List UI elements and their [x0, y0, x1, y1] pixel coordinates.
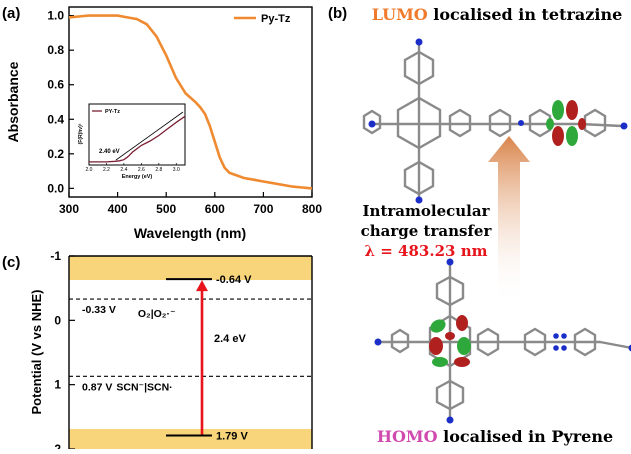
inset-frame — [89, 104, 185, 165]
energy-levels: -0.64 V -0.33 V O₂|O₂·⁻ 0.87 V SCN⁻|SCN· 1.79… — [69, 274, 312, 442]
ict-caption-line1: Intramolecular — [363, 202, 491, 220]
potential-tick-label: 1 — [54, 378, 61, 392]
inset-legend-label: PY-Tz — [105, 109, 120, 115]
inset-x-axis-title: Energy (eV) — [122, 174, 153, 180]
x-tick-label: 700 — [253, 202, 273, 216]
band-edge-label: 1.79 V — [216, 430, 248, 442]
homo-caption: HOMO localised in Pyrene — [377, 427, 613, 446]
inset-x-tick-label: 2.2 — [103, 167, 110, 173]
legend-label: Py-Tz — [261, 13, 291, 25]
molecular-orbital-panel: (b) LUMO localised in tetrazine — [328, 5, 631, 446]
x-tick-label: 800 — [302, 202, 322, 216]
valence-band-region — [69, 429, 312, 449]
potential-tick-label: -1 — [50, 249, 61, 263]
inset-x-tick-label: 2.8 — [155, 167, 162, 173]
y-tick-label: 1.0 — [47, 9, 64, 23]
lumo-caption-rest: localised in tetrazine — [428, 5, 623, 24]
y-tick-label: 0.2 — [47, 147, 64, 161]
excitation-arrow-head — [196, 280, 208, 291]
bandgap-annotation: 2.40 eV — [99, 149, 120, 155]
potential-tick-label: 2 — [54, 442, 61, 449]
redox-couple-label: O₂|O₂·⁻ — [138, 308, 176, 320]
redox-potential-value: 0.87 V — [82, 381, 112, 393]
x-axis-title: Wavelength (nm) — [134, 225, 246, 241]
conduction-band-region — [69, 256, 312, 280]
x-tick-label: 600 — [205, 202, 225, 216]
band-gap-label: 2.4 eV — [214, 333, 246, 345]
x-tick-label: 400 — [108, 202, 128, 216]
y-tick-label: 0.8 — [47, 43, 64, 57]
redox-couple-label: SCN⁻|SCN· — [116, 381, 172, 393]
lumo-highlight: LUMO — [372, 5, 428, 24]
inset-x-tick-label: 2.0 — [86, 167, 93, 173]
potential-axis-title: Potential (V vs NHE) — [29, 290, 44, 415]
wavelength-label: λ = 483.23 nm — [365, 242, 488, 260]
panel-b-label: (b) — [328, 5, 347, 22]
tauc-inset: 2.0 2.2 2.4 2.6 2.8 3.0 PY-Tz 2.40 eV Energy … — [78, 104, 185, 180]
inset-x-tick-label: 2.6 — [138, 167, 145, 173]
y-tick-label: 0.4 — [47, 112, 64, 126]
inset-x-tick-label: 3.0 — [173, 167, 180, 173]
band-edge-label: -0.64 V — [216, 274, 252, 286]
y-axis-title: Absorbance — [5, 61, 21, 142]
ict-caption-line2: charge transfer — [361, 222, 493, 240]
potential-tick-label: 0 — [54, 313, 61, 327]
absorbance-chart: (a) 300 400 500 600 700 800 0.0 0.2 0.4 0.6 0.8 1.0… — [2, 5, 322, 241]
inset-y-axis-title: (F(R)hν)² — [78, 123, 84, 144]
homo-caption-rest: localised in Pyrene — [438, 427, 614, 446]
homo-highlight: HOMO — [377, 427, 438, 446]
redox-level-label: -0.33 V O₂|O₂·⁻ — [82, 304, 176, 320]
panel-a-label: (a) — [2, 5, 20, 22]
y-tick-label: 0.0 — [47, 181, 64, 195]
y-tick-label: 0.6 — [47, 78, 64, 92]
lumo-caption: LUMO localised in tetrazine — [372, 5, 623, 24]
panel-c-label: (c) — [2, 254, 20, 271]
charge-transfer-arrow — [488, 136, 530, 305]
x-tick-label: 300 — [59, 202, 79, 216]
x-tick-label: 500 — [156, 202, 176, 216]
inset-x-tick-label: 2.4 — [120, 167, 127, 173]
redox-potential-value: -0.33 V — [82, 304, 116, 316]
redox-level-label: 0.87 V SCN⁻|SCN· — [82, 381, 173, 393]
